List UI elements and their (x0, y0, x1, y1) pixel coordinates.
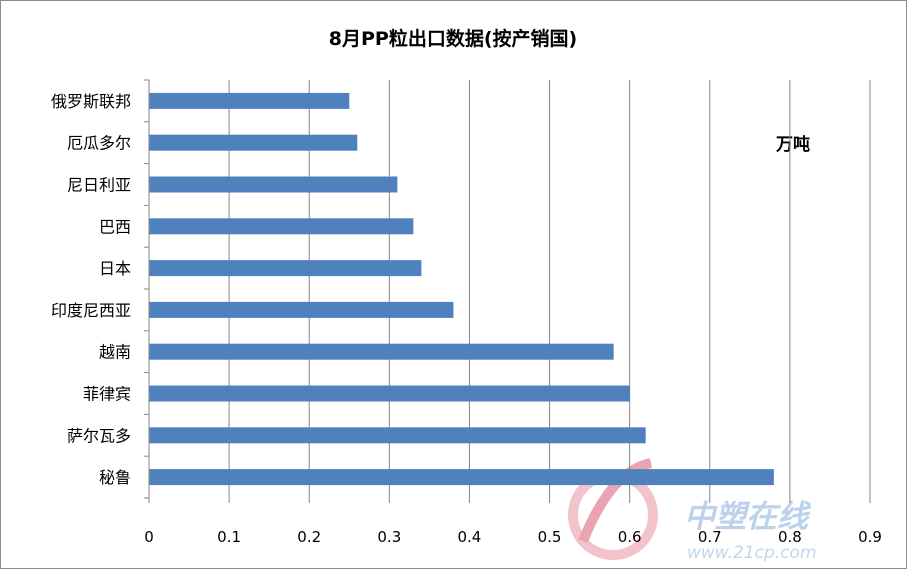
category-label: 萨尔瓦多 (67, 426, 131, 445)
bar (149, 92, 350, 109)
bar (149, 260, 422, 277)
bar (149, 343, 614, 360)
x-tick-label: 0.8 (778, 528, 802, 546)
category-label: 菲律宾 (83, 385, 131, 404)
watermark-text: 中塑在线 (684, 499, 812, 535)
label-layer: 0 0.1 0.2 0.3 0.4 0.5 0.6 0.7 0.8 0.9 俄罗斯联邦厄瓜多尔尼日利… (51, 92, 882, 546)
bar (149, 301, 454, 318)
unit-label: 万吨 (775, 134, 810, 155)
watermark-url: www.21cp.com (687, 543, 817, 563)
bar (149, 176, 398, 193)
bar-layer (149, 92, 774, 486)
bar (149, 469, 774, 486)
category-label: 厄瓜多尔 (67, 134, 131, 153)
bar (149, 134, 358, 151)
x-tick-label: 0.2 (297, 528, 321, 546)
bar (149, 385, 630, 402)
category-label: 俄罗斯联邦 (51, 92, 131, 111)
category-label: 日本 (99, 259, 131, 278)
category-label: 印度尼西亚 (51, 301, 131, 320)
chart-title: 8月PP粒出口数据(按产销国) (329, 27, 577, 50)
x-tick-label: 0.1 (217, 528, 241, 546)
x-tick-label: 0.4 (458, 528, 482, 546)
bar (149, 218, 414, 235)
watermark: 中塑在线 www.21cp.com (568, 458, 817, 563)
category-label: 尼日利亚 (67, 176, 131, 195)
category-label: 秘鲁 (99, 468, 131, 487)
x-tick-label: 0 (144, 528, 154, 546)
category-label: 越南 (99, 343, 131, 362)
x-tick-label: 0.5 (538, 528, 562, 546)
category-label: 巴西 (99, 217, 131, 236)
x-tick-label: 0.3 (377, 528, 401, 546)
x-tick-label: 0.7 (698, 528, 722, 546)
bar (149, 427, 646, 444)
x-tick-label: 0.6 (618, 528, 642, 546)
x-tick-label: 0.9 (858, 528, 882, 546)
watermark-logo-stroke (578, 458, 653, 543)
axis-layer (144, 79, 871, 503)
